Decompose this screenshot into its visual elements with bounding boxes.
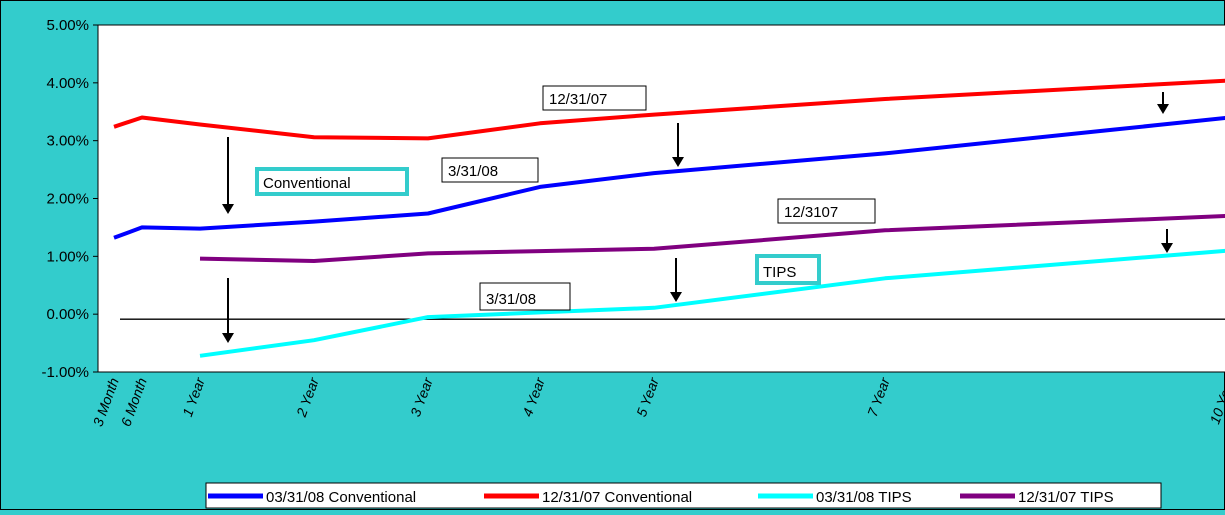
legend: 03/31/08 Conventional 12/31/07 Convention… [205,482,1162,509]
label-purple-tips: 12/3107 [784,204,838,221]
legend-label-2: 03/31/08 TIPS [816,489,912,506]
y-tick-label: -1.00% [41,364,89,381]
y-tick-label: 3.00% [46,133,89,150]
y-tick-label: 2.00% [46,191,89,208]
arrow-1year-tips-head [222,333,234,343]
arrow-10year-conventional-head [1157,104,1169,114]
y-tick-label: 4.00% [46,75,89,92]
arrow-5year-conventional-head [672,157,684,167]
annotations: 12/31/07 3/31/08 12/3107 3/31/08 Conventiona… [222,85,1173,343]
y-tick-label: 0.00% [46,306,89,323]
label-tips: TIPS [763,264,796,281]
series-line-1 [113,78,1225,141]
label-red-conventional-box [542,85,647,111]
series-line-0 [113,116,1225,240]
y-tick-label: 5.00% [46,17,89,34]
series-lines [113,78,1225,358]
series-line-3 [199,214,1225,263]
label-conventional: Conventional [263,175,351,192]
label-red-conventional: 12/31/07 [549,91,607,108]
label-cyan-tips: 3/31/08 [486,291,536,308]
arrow-5year-tips-head [670,292,682,302]
label-blue-conventional: 3/31/08 [448,163,498,180]
label-conventional-box [255,167,409,196]
label-tips-box [755,254,821,285]
label-cyan-tips-box [479,282,571,311]
arrow-1year-conventional-head [222,204,234,214]
legend-label-1: 12/31/07 Conventional [542,489,692,506]
arrow-10year-tips-head [1161,243,1173,253]
y-tick-label: 1.00% [46,248,89,265]
label-blue-conventional-box [441,157,539,183]
series-line-2 [199,248,1225,358]
label-purple-tips-box [777,198,876,224]
legend-label-0: 03/31/08 Conventional [266,489,416,506]
legend-label-3: 12/31/07 TIPS [1018,489,1114,506]
y-axis: 5.00% 4.00% 3.00% 2.00% 1.00% 0.00% -1.00% [41,17,98,381]
plot-area [97,24,1225,373]
